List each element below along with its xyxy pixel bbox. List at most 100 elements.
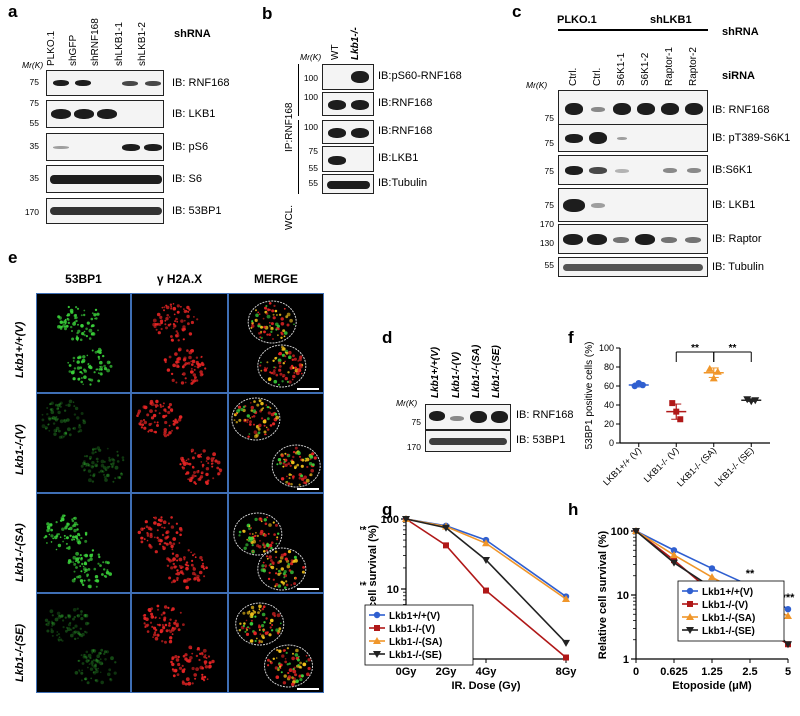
row-label: Lkb1+/+(V) [14, 321, 26, 378]
data-point [670, 559, 678, 567]
mw-marker: 75 [544, 138, 554, 148]
ib-label: IB:S6K1 [712, 164, 753, 176]
blot-tubulin [322, 174, 374, 194]
blot-lkb1 [558, 188, 708, 222]
micrograph-tile [228, 293, 324, 393]
mr-label: Mr(K) [22, 60, 44, 70]
lane-label: Lkb1-/-(SA) [471, 344, 482, 398]
y-tick-label: 60 [604, 381, 614, 391]
data-point [563, 654, 569, 661]
lane-label: S6K1-1 [616, 52, 627, 86]
column-header: MERGE [253, 272, 298, 286]
ib-label: IB: LKB1 [172, 108, 216, 120]
y-tick-label: 40 [604, 400, 614, 410]
blot-lkb1 [322, 146, 374, 172]
data-point [784, 641, 792, 649]
data-point [373, 611, 381, 619]
data-point [639, 381, 646, 389]
lane-label: Raptor-1 [664, 47, 675, 86]
row-label: Lkb1-/-(V) [14, 424, 26, 475]
y-axis-label: 53BP1 positive cells (%) [584, 342, 595, 450]
panel-label-d: d [382, 328, 393, 347]
data-point [705, 364, 714, 372]
panel-label-h: h [568, 500, 579, 519]
data-point [562, 639, 570, 647]
ib-label: IB:Tubulin [378, 177, 428, 189]
mr-label: Mr(K) [526, 80, 548, 90]
ib-label: IB: Raptor [712, 233, 762, 245]
y-axis-label: Relative cell survival (%) [597, 530, 609, 659]
data-point [677, 416, 684, 423]
row-label: Lkb1-/-(SA) [14, 523, 26, 582]
blot-53bp1 [425, 430, 511, 452]
micrograph-tile [36, 493, 131, 593]
blot-ps6 [46, 133, 164, 161]
mw-marker: 170 [539, 219, 554, 229]
y-tick-label: 1 [623, 654, 629, 666]
mw-marker: 55 [29, 118, 39, 128]
mw-marker: 35 [29, 173, 39, 183]
micrograph-tile [131, 493, 228, 593]
significance-label: ** [729, 343, 737, 354]
lane-label: WT [330, 44, 341, 60]
data-point [482, 556, 490, 564]
mw-marker: 75 [29, 98, 39, 108]
lane-label: shLKB1-1 [114, 22, 125, 66]
x-tick-label: LKB1-/- (SA) [675, 445, 718, 488]
y-tick-label: 20 [604, 419, 614, 429]
data-point [709, 374, 718, 382]
y-tick-label: 80 [604, 362, 614, 372]
blot-rnf168-ip [322, 92, 374, 116]
x-tick-label: 1.25 [701, 666, 722, 678]
x-tick-label: LKB1-/- (V) [642, 445, 681, 484]
data-point [443, 542, 449, 549]
lane-label: shRNF168 [90, 18, 101, 66]
data-point [713, 367, 722, 375]
data-point [442, 524, 450, 532]
blot-ps60-rnf168 [322, 64, 374, 90]
blot-lkb1 [46, 100, 164, 128]
mw-marker: 170 [24, 207, 39, 217]
chart-f: 0 20 40 60 80 100 53BP1 positive cells (%) LKB1… [584, 342, 770, 488]
sirna-label: siRNA [722, 70, 756, 82]
series-line [405, 518, 567, 659]
mw-marker: 55 [308, 178, 318, 188]
shrna-label: shRNA [174, 28, 211, 40]
legend-label: Lkb1-/-(V) [702, 600, 748, 611]
ib-label: IB: RNF168 [712, 104, 770, 116]
lane-label: Lkb1-/-(V) [451, 351, 462, 398]
blot-raptor [558, 224, 708, 254]
micrograph-tile [131, 593, 228, 693]
mr-label: Mr(K) [396, 398, 418, 408]
x-axis-label: Etoposide (μM) [672, 680, 752, 692]
lane-label: Lkb1-/-(SE) [491, 345, 502, 398]
mw-marker: 170 [406, 442, 421, 452]
data-point [373, 651, 381, 658]
ib-label: IB: 53BP1 [516, 434, 566, 446]
data-point [708, 573, 716, 581]
data-point [670, 547, 678, 554]
lane-label: Raptor-2 [688, 47, 699, 86]
data-point [687, 601, 693, 607]
panel-label-e: e [8, 248, 18, 267]
series-line [405, 518, 567, 644]
panel-label-a: a [8, 2, 18, 21]
blot-rnf168 [425, 404, 511, 430]
data-point [632, 528, 640, 535]
mw-marker: 35 [29, 141, 39, 151]
blot-53bp1 [46, 198, 164, 224]
x-tick-label: LKB1+/+ (V) [601, 445, 643, 487]
mw-marker: 75 [544, 113, 554, 123]
legend-label: Lkb1-/-(SA) [389, 637, 442, 648]
ib-label: IB:LKB1 [378, 152, 419, 164]
mw-marker: 75 [308, 146, 318, 156]
legend-label: Lkb1-/-(V) [389, 624, 435, 635]
data-point [402, 516, 410, 523]
blot-rnf168-wcl [322, 120, 374, 144]
legend: Lkb1+/+(V) Lkb1-/-(V) Lkb1-/-(SA) Lkb1-/-(S… [364, 604, 474, 666]
y-tick-label: 0 [609, 438, 614, 448]
significance-label: *** [782, 592, 796, 604]
legend-label: Lkb1-/-(SE) [702, 626, 755, 637]
blot-tubulin [558, 257, 708, 277]
